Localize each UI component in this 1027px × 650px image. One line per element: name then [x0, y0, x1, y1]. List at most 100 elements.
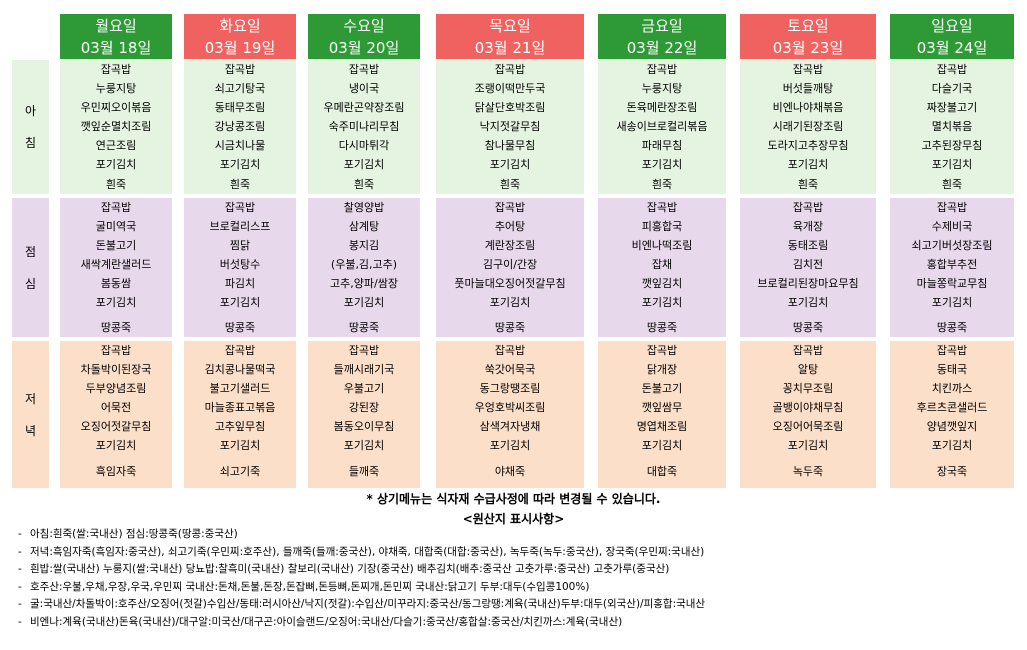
menu-item: 두부양념조림 [85, 382, 147, 396]
menu-change-notice: * 상기메뉴는 식자재 수급사정에 따라 변경될 수 있습니다. [366, 492, 661, 506]
menu-item: 돈육메란장조림 [626, 101, 698, 115]
menu-cell-dinner: 잡곡밥 들깨시래기국 우불고기 강된장 봄동오이무침 포기김치 들깨죽 [308, 341, 420, 488]
menu-item: 마늘종표고볶음 [204, 401, 276, 415]
menu-item: 땅콩죽 [646, 320, 678, 334]
menu-item: 포기김치 [219, 439, 261, 453]
menu-item: 포기김치 [641, 296, 683, 310]
menu-item: 잡곡밥 [224, 63, 256, 76]
menu-item: 돈불고기 [641, 382, 683, 396]
day-name: 목요일 [489, 17, 531, 35]
menu-item: 고추,양파/쌈장 [330, 277, 398, 291]
menu-cell-breakfast: 잡곡밥 조랭이떡만두국 닭살단호박조림 낙지젓갈무침 참나물무침 포기김치 흰죽 [436, 60, 584, 194]
menu-item: 강낭콩조림 [214, 120, 266, 134]
menu-item: 땅콩죽 [494, 320, 526, 334]
menu-item: 잡곡밥 [792, 344, 824, 357]
menu-item: 피홍합국 [641, 220, 683, 234]
menu-item: 숙주미나리무침 [328, 120, 400, 134]
menu-item: 조랭이떡만두국 [474, 82, 546, 96]
day-date: 03월 23일 [772, 39, 844, 57]
menu-cell-breakfast: 잡곡밥 누룽지탕 우민찌오이볶음 깻잎순멸치조림 연근조림 포기김치 흰죽 [60, 60, 172, 194]
menu-item: 찰영양밥 [343, 201, 385, 214]
menu-item: 브로컬리스프 [209, 220, 271, 234]
menu-item: 시래기된장조림 [772, 120, 844, 134]
menu-item: 깻잎순멸치조림 [80, 120, 152, 134]
menu-item: 닭살단호박조림 [474, 101, 546, 115]
menu-item: 우엉호박씨조림 [474, 401, 546, 415]
menu-item: 골뱅이야채무침 [772, 401, 844, 415]
menu-item: 홍합부추전 [926, 258, 978, 272]
menu-cell-dinner: 잡곡밥 알탕 꽁치무조림 골뱅이야채무침 오징어어묵조림 포기김치 녹두죽 [740, 341, 876, 488]
menu-item: 새싹계란샐러드 [80, 258, 152, 272]
origin-text: 굴:국내산/차돌박이:호주산/오징어(젓갈)수입산/동태:러시아산/낙지(젓갈)… [30, 598, 706, 610]
bullet-dash: - [18, 615, 22, 628]
meal-label-char: 침 [24, 136, 37, 150]
day-date: 03월 18일 [80, 39, 152, 57]
menu-item: 시금치나물 [214, 139, 266, 153]
menu-item: 마늘쫑락교무침 [916, 277, 988, 291]
origin-text: 흰밥:쌀(국내산) 누룽지(쌀:국내산) 당뇨밥:찰흑미(국내산) 찰보리(국내… [30, 563, 670, 575]
menu-item: 우메란곤약장조림 [323, 101, 405, 115]
menu-item: 포기김치 [489, 296, 531, 310]
menu-item: 봄동쌈 [100, 277, 132, 291]
origin-item: - 흰밥:쌀(국내산) 누룽지(쌀:국내산) 당뇨밥:찰흑미(국내산) 찰보리(국… [18, 561, 1018, 579]
day-header: 금요일 03월 22일 [598, 14, 726, 59]
origin-item: - 비엔나:계육(국내산)돈육(국내산)/대구알:미국산/대구곤:아이슬랜드/오징… [18, 614, 1018, 632]
bullet-dash: - [18, 598, 22, 610]
menu-item: 잡채 [651, 258, 673, 272]
menu-item: 도라지고추장무침 [767, 139, 849, 153]
menu-item: 꽁치무조림 [782, 382, 834, 396]
menu-item: 불고기샐러드 [209, 382, 271, 396]
weekly-menu-table: 월요일 03월 18일 화요일 03월 19일 수요일 03월 20일 목요일 03월 21일… [12, 14, 1020, 488]
menu-cell-breakfast: 잡곡밥 쇠고기탕국 동태무조림 강낭콩조림 시금치나물 포기김치 흰죽 [184, 60, 296, 194]
menu-cell-breakfast: 잡곡밥 냉이국 우메란곤약장조림 숙주미나리무침 다시마튀각 포기김치 흰죽 [308, 60, 420, 194]
menu-item: 흰죽 [797, 177, 819, 191]
menu-cell-breakfast: 잡곡밥 다슬기국 짜장불고기 멸치볶음 고추된장무침 포기김치 흰죽 [890, 60, 1014, 194]
menu-item: 멸치볶음 [931, 120, 973, 134]
menu-item: 흰죽 [651, 177, 673, 191]
menu-item: 땅콩죽 [100, 320, 132, 334]
menu-item: 흰죽 [941, 177, 963, 191]
menu-cell-breakfast: 잡곡밥 버섯들깨탕 비엔나야채볶음 시래기된장조림 도라지고추장무침 포기김치 흰죽 [740, 60, 876, 194]
menu-item: 버섯들깨탕 [782, 82, 834, 96]
menu-item: 포기김치 [931, 439, 973, 453]
menu-item: 잡곡밥 [936, 63, 968, 76]
day-header: 일요일 03월 24일 [890, 14, 1014, 59]
menu-item: 봉지김 [348, 239, 380, 253]
origin-item: - 호주산:우불,우채,우장,우국,우민찌 국내산:돈채,돈불,돈장,돈잡뼈,돈등… [18, 579, 1018, 597]
origin-list: - 아침:흰죽(쌀:국내산) 점심:땅콩죽(땅콩:중국산) - 저녁:흑임자죽(흑임자… [18, 526, 1018, 631]
menu-item: 잡곡밥 [348, 63, 380, 76]
menu-item: 닭개장 [646, 363, 678, 377]
menu-item: 포기김치 [931, 296, 973, 310]
origin-title: <원산지 표시사항> [462, 512, 565, 526]
menu-item: 대합죽 [646, 464, 678, 478]
menu-item: 흰죽 [105, 177, 127, 191]
menu-item: 낙지젓갈무침 [479, 120, 541, 134]
menu-item: 후르츠콘샐러드 [916, 401, 988, 415]
menu-cell-lunch: 잡곡밥 수제비국 쇠고기버섯장조림 홍합부추전 마늘쫑락교무침 포기김치 땅콩죽 [890, 198, 1014, 337]
day-date: 03월 20일 [328, 39, 400, 57]
menu-item: 흑임자죽 [95, 464, 137, 478]
menu-item: 우불고기 [343, 382, 385, 396]
menu-item: 잡곡밥 [494, 201, 526, 214]
menu-item: 치킨까스 [931, 382, 973, 396]
menu-item: 차돌박이된장국 [80, 363, 152, 377]
menu-item: 파김치 [224, 277, 256, 291]
day-date: 03월 22일 [626, 39, 698, 57]
menu-item: 양념깻잎지 [926, 420, 978, 434]
menu-item: 누룽지탕 [95, 82, 137, 96]
menu-item: 장국죽 [936, 464, 968, 478]
menu-item: 쇠고기죽 [219, 464, 261, 478]
menu-cell-lunch: 잡곡밥 굴미역국 돈불고기 새싹계란샐러드 봄동쌈 포기김치 땅콩죽 [60, 198, 172, 337]
menu-item: 포기김치 [219, 158, 261, 172]
menu-item: 들깨시래기국 [333, 363, 395, 377]
origin-text: 저녁:흑임자죽(흑임자:중국산), 쇠고기죽(우민찌:호주산), 들깨죽(들깨:… [30, 545, 705, 558]
menu-item: 비엔나야채볶음 [772, 101, 844, 115]
menu-item: 명엽채조림 [636, 420, 688, 434]
menu-item: 잡곡밥 [646, 201, 678, 214]
menu-item: 오징어어묵조림 [772, 420, 844, 434]
menu-item: 추어탕 [494, 220, 526, 234]
menu-item: 고추된장무침 [921, 139, 983, 153]
menu-item: 포기김치 [787, 158, 829, 172]
origin-item: - 굴:국내산/차돌박이:호주산/오징어(젓갈)수입산/동태:러시아산/낙지(젓갈… [18, 596, 1018, 614]
menu-item: 쑥갓어묵국 [484, 363, 536, 377]
